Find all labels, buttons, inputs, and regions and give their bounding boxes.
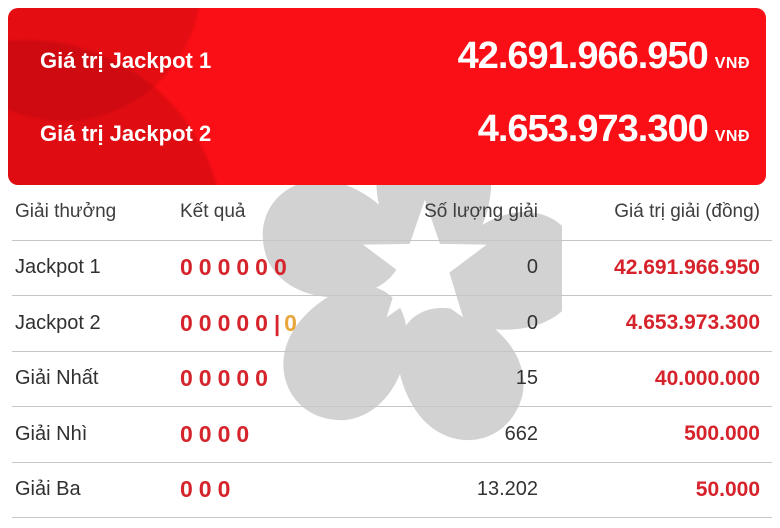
result-cell: 000000 [178, 254, 348, 281]
result-balls: 00000 [180, 365, 274, 392]
result-balls: 00000 [180, 309, 274, 336]
prize-name: Giải Nhì [15, 422, 88, 445]
prize-count: 15 [515, 367, 538, 390]
prize-value: 500.000 [684, 422, 760, 446]
prize-count: 0 [526, 311, 538, 334]
result-cell: 00000 [178, 365, 348, 392]
jackpot1-currency: VNĐ [714, 55, 750, 72]
jackpot2-row: Giá trị Jackpot 2 4.653.973.300 VNĐ [40, 105, 750, 153]
jackpot2-label: Giá trị Jackpot 2 [40, 121, 212, 146]
table-row-jackpot2: Jackpot 2 00000| 0 0 4.653.973.300 [12, 296, 772, 352]
bonus-separator: | [273, 310, 281, 336]
table-row-jackpot1: Jackpot 1 000000 0 42.691.966.950 [12, 241, 772, 296]
prize-name: Jackpot 1 [15, 256, 101, 279]
prize-name: Jackpot 2 [15, 311, 101, 334]
result-balls: 0000 [180, 420, 256, 447]
bonus-ball: 0 [284, 309, 303, 336]
col-header-prize: Giải thưởng [15, 201, 117, 223]
table-header-row: Giải thưởng Kết quả Số lượng giải Giá tr… [12, 185, 772, 241]
prize-count: 13.202 [476, 478, 538, 501]
col-header-count: Số lượng giải [424, 201, 538, 223]
result-cell: 00000| 0 [178, 310, 348, 337]
prize-value: 50.000 [695, 477, 760, 501]
col-header-value: Giá trị giải (đồng) [614, 201, 760, 223]
prize-value: 42.691.966.950 [614, 255, 760, 279]
result-balls: 000 [180, 476, 237, 503]
jackpot-banner: Giá trị Jackpot 1 42.691.966.950 VNĐ Giá… [8, 8, 766, 185]
jackpot1-value: 42.691.966.950 [457, 35, 709, 77]
table-row-giai-nhi: Giải Nhì 0000 662 500.000 [12, 407, 772, 463]
jackpot2-value-group: 4.653.973.300 VNĐ [478, 105, 750, 153]
jackpot2-currency: VNĐ [714, 128, 750, 145]
results-table: Giải thưởng Kết quả Số lượng giải Giá tr… [12, 185, 772, 518]
table-row-giai-nhat: Giải Nhất 00000 15 40.000.000 [12, 352, 772, 407]
prize-count: 662 [504, 422, 538, 445]
prize-value: 40.000.000 [654, 366, 760, 390]
result-cell: 000 [178, 476, 348, 503]
prize-count: 0 [526, 256, 538, 279]
jackpot1-row: Giá trị Jackpot 1 42.691.966.950 VNĐ [40, 32, 750, 80]
result-balls: 000000 [180, 254, 293, 281]
result-cell: 0000 [178, 421, 348, 448]
table-row-giai-ba: Giải Ba 000 13.202 50.000 [12, 463, 772, 518]
jackpot1-label: Giá trị Jackpot 1 [40, 48, 212, 73]
prize-value: 4.653.973.300 [625, 311, 760, 335]
jackpot1-value-group: 42.691.966.950 VNĐ [458, 32, 750, 80]
prize-name: Giải Nhất [15, 367, 99, 390]
col-header-result: Kết quả [180, 201, 246, 223]
jackpot2-value: 4.653.973.300 [477, 108, 709, 150]
prize-name: Giải Ba [15, 478, 81, 501]
